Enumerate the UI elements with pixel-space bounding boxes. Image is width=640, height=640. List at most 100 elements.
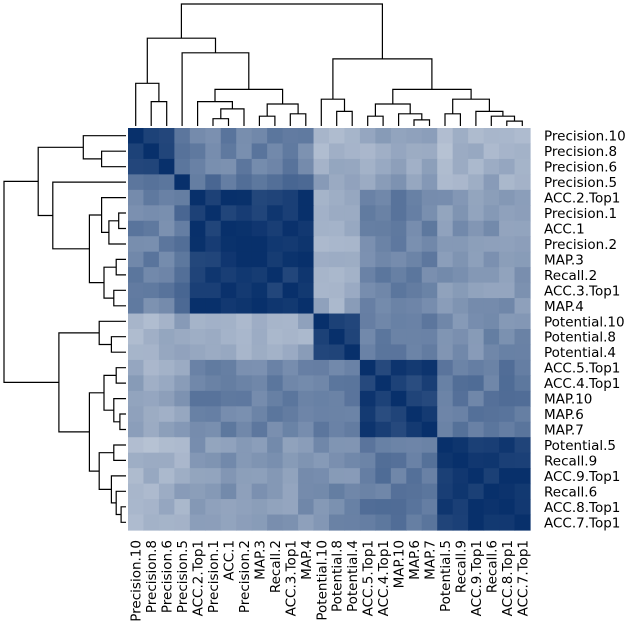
- heatmap-cell: [174, 499, 191, 516]
- heatmap-cell: [452, 375, 469, 392]
- heatmap-cell: [499, 143, 516, 160]
- dendrogram-branch: [115, 490, 126, 516]
- heatmap-cell: [359, 375, 376, 392]
- heatmap-cell: [267, 236, 284, 253]
- heatmap-cell: [375, 421, 392, 438]
- heatmap-cell: [189, 452, 206, 469]
- heatmap-cell: [359, 421, 376, 438]
- heatmap-cell: [251, 143, 268, 160]
- heatmap-cell: [205, 406, 222, 423]
- heatmap-cell: [437, 128, 454, 145]
- heatmap-cell: [406, 298, 423, 315]
- heatmap-cell: [143, 313, 160, 330]
- heatmap-cell: [390, 143, 407, 160]
- dendrogram-branch: [220, 108, 245, 126]
- heatmap-cell: [267, 452, 284, 469]
- heatmap-cell: [344, 298, 361, 315]
- row-label: MAP.6: [544, 407, 584, 423]
- heatmap-cell: [437, 499, 454, 516]
- heatmap-cell: [189, 205, 206, 222]
- heatmap-cell: [267, 499, 284, 516]
- heatmap-cell: [344, 329, 361, 346]
- heatmap-cell: [390, 220, 407, 237]
- dendrogram-branch: [118, 212, 126, 230]
- heatmap-cell: [329, 205, 346, 222]
- dendrogram-branch: [475, 110, 504, 126]
- heatmap-cell: [514, 452, 531, 469]
- heatmap-cell: [251, 390, 268, 407]
- heatmap-cell: [128, 499, 145, 516]
- column-label: Precision.8: [144, 540, 160, 613]
- heatmap-cell: [514, 390, 531, 407]
- heatmap-cell: [514, 359, 531, 376]
- heatmap-cell: [267, 128, 284, 145]
- heatmap-cell: [205, 390, 222, 407]
- heatmap-cell: [189, 220, 206, 237]
- heatmap-cell: [282, 452, 299, 469]
- dendrogram-branch: [115, 367, 126, 384]
- heatmap-cell: [298, 406, 315, 423]
- heatmap-cell: [313, 514, 330, 531]
- dendrogram-branch: [332, 58, 433, 100]
- heatmap-cell: [158, 329, 175, 346]
- heatmap-cell: [298, 174, 315, 191]
- heatmap-cell: [421, 251, 438, 268]
- heatmap-cell: [329, 329, 346, 346]
- heatmap-cell: [313, 468, 330, 485]
- heatmap-cell: [437, 406, 454, 423]
- heatmap-cell: [282, 143, 299, 160]
- heatmap-cell: [251, 174, 268, 191]
- heatmap-cell: [483, 375, 500, 392]
- heatmap-cell: [437, 344, 454, 361]
- heatmap-cell: [251, 468, 268, 485]
- heatmap-cell: [359, 128, 376, 145]
- heatmap-cell: [375, 437, 392, 454]
- heatmap-cell: [236, 282, 253, 299]
- heatmap-cell: [421, 282, 438, 299]
- heatmap-cell: [267, 437, 284, 454]
- heatmap-cell: [452, 329, 469, 346]
- heatmap-cell: [267, 158, 284, 175]
- heatmap-cell: [251, 499, 268, 516]
- heatmap-cell: [483, 174, 500, 191]
- heatmap-cell: [483, 236, 500, 253]
- heatmap-cell: [406, 375, 423, 392]
- heatmap-cell: [298, 390, 315, 407]
- heatmap-cell: [189, 344, 206, 361]
- row-label: ACC.1: [544, 222, 585, 238]
- row-label: Recall.6: [544, 484, 597, 500]
- heatmap-cell: [236, 189, 253, 206]
- heatmap-cell: [375, 205, 392, 222]
- heatmap-cell: [390, 483, 407, 500]
- heatmap-cell: [158, 359, 175, 376]
- heatmap-cell: [251, 298, 268, 315]
- heatmap-cell: [298, 468, 315, 485]
- dendrogram-branch: [82, 135, 126, 160]
- heatmap-cell: [282, 359, 299, 376]
- heatmap-cell: [220, 267, 237, 284]
- heatmap-cell: [205, 174, 222, 191]
- heatmap-cell: [236, 220, 253, 237]
- heatmap-cell: [390, 452, 407, 469]
- heatmap-cell: [359, 313, 376, 330]
- heatmap-cell: [143, 282, 160, 299]
- heatmap-cell: [375, 483, 392, 500]
- heatmap-cell: [313, 375, 330, 392]
- heatmap-cell: [128, 437, 145, 454]
- heatmap-cell: [468, 236, 485, 253]
- heatmap-cell: [344, 174, 361, 191]
- dendrogram-branch: [101, 150, 126, 168]
- heatmap-cell: [390, 406, 407, 423]
- heatmap-cell: [205, 282, 222, 299]
- heatmap-cell: [313, 359, 330, 376]
- heatmap-cell: [205, 143, 222, 160]
- heatmap-cell: [514, 499, 531, 516]
- heatmap-cell: [267, 406, 284, 423]
- heatmap-cell: [158, 143, 175, 160]
- heatmap-cell: [406, 236, 423, 253]
- heatmap-cell: [313, 483, 330, 500]
- heatmap-cell: [390, 282, 407, 299]
- heatmap-cell: [174, 143, 191, 160]
- heatmap-cell: [143, 174, 160, 191]
- heatmap-cell: [359, 298, 376, 315]
